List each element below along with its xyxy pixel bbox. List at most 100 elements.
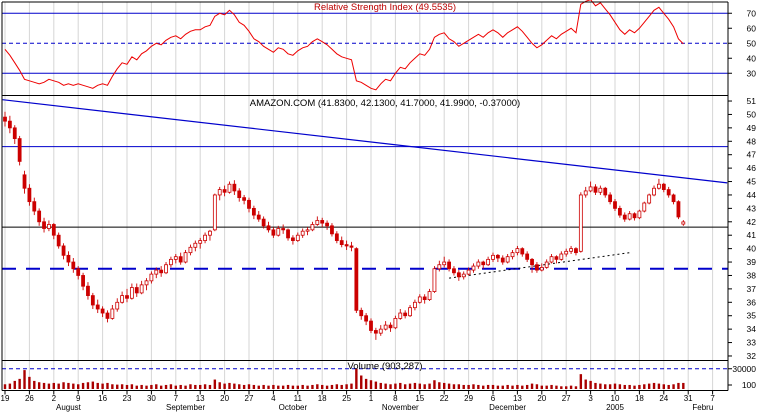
svg-text:10: 10 xyxy=(611,394,620,403)
candle xyxy=(300,228,305,238)
candle xyxy=(227,181,232,194)
svg-text:18: 18 xyxy=(318,394,327,403)
svg-text:34: 34 xyxy=(747,324,757,334)
candle xyxy=(315,216,320,226)
candle xyxy=(261,216,266,229)
candle xyxy=(188,244,193,256)
candle xyxy=(471,263,476,273)
volume-bars xyxy=(3,368,685,389)
candle xyxy=(369,318,373,334)
svg-text:9: 9 xyxy=(76,394,81,403)
svg-text:30000: 30000 xyxy=(732,364,756,374)
candle xyxy=(569,245,573,254)
candle xyxy=(139,280,144,295)
svg-text:44: 44 xyxy=(747,190,757,200)
candle xyxy=(486,256,491,267)
vertical-gridlines xyxy=(4,2,714,390)
candle xyxy=(344,240,349,250)
candle xyxy=(144,278,149,291)
svg-text:November: November xyxy=(382,403,419,412)
svg-text:22: 22 xyxy=(440,394,449,403)
candle xyxy=(164,262,168,275)
candle xyxy=(51,223,56,240)
svg-text:49: 49 xyxy=(747,123,757,133)
candle xyxy=(339,236,344,248)
candle xyxy=(652,185,656,197)
candle xyxy=(495,253,500,263)
candle xyxy=(203,232,207,244)
svg-text:50: 50 xyxy=(747,109,757,119)
candle xyxy=(17,135,22,166)
svg-text:18: 18 xyxy=(635,394,644,403)
svg-text:26: 26 xyxy=(25,394,34,403)
candle xyxy=(642,201,647,213)
candle xyxy=(617,205,622,218)
candle xyxy=(349,241,354,252)
svg-text:August: August xyxy=(56,403,82,412)
svg-text:60: 60 xyxy=(747,23,757,33)
candle xyxy=(183,249,188,264)
panel-borders xyxy=(1,1,729,391)
svg-text:16: 16 xyxy=(98,394,107,403)
candle xyxy=(422,294,427,304)
candle xyxy=(42,217,46,233)
svg-text:40: 40 xyxy=(747,244,757,254)
candle xyxy=(574,247,578,256)
svg-text:11: 11 xyxy=(294,394,303,403)
candle xyxy=(661,182,666,193)
candle xyxy=(71,258,76,273)
candle xyxy=(86,282,90,300)
svg-text:December: December xyxy=(489,403,526,412)
candle xyxy=(364,313,369,326)
price-trendlines xyxy=(2,99,728,279)
candle xyxy=(47,220,51,232)
candle xyxy=(222,185,227,197)
candle xyxy=(613,198,617,212)
candle xyxy=(310,221,315,232)
candle xyxy=(442,256,447,268)
svg-text:42: 42 xyxy=(747,217,757,227)
candle xyxy=(583,186,588,198)
svg-text:36: 36 xyxy=(747,297,757,307)
svg-text:39: 39 xyxy=(747,257,757,267)
candle xyxy=(256,211,261,222)
candle xyxy=(393,315,398,330)
svg-text:27: 27 xyxy=(245,394,254,403)
candle xyxy=(81,272,85,291)
candle xyxy=(134,283,139,297)
candle xyxy=(481,260,486,269)
candle xyxy=(115,298,120,312)
candle xyxy=(90,292,95,310)
candle xyxy=(530,258,534,273)
candle xyxy=(3,111,7,127)
svg-text:50: 50 xyxy=(747,38,757,48)
candle xyxy=(217,186,222,201)
candle xyxy=(242,194,247,205)
svg-text:35: 35 xyxy=(747,311,757,321)
candle xyxy=(27,184,32,206)
svg-text:7: 7 xyxy=(710,394,715,403)
candle xyxy=(359,307,364,320)
candle xyxy=(286,228,290,241)
svg-text:33: 33 xyxy=(747,338,757,348)
candle xyxy=(193,240,198,252)
candle xyxy=(578,192,583,253)
x-axis-labels: 19 26 2 9 16 23 30 7 13 20 27 4 11 18 25 1 8 15 22 29 6 13 20 2… xyxy=(1,390,715,412)
candle xyxy=(437,260,442,272)
candle xyxy=(456,270,461,281)
svg-text:32: 32 xyxy=(747,351,757,361)
candle xyxy=(325,220,329,230)
rsi-panel-title: Relative Strength Index (49.5535) xyxy=(313,2,457,13)
candle xyxy=(535,262,539,273)
candle xyxy=(466,267,471,276)
candle xyxy=(281,224,286,234)
candle xyxy=(398,309,403,320)
candle xyxy=(237,188,242,202)
svg-text:8: 8 xyxy=(393,394,398,403)
candle xyxy=(671,193,676,205)
candle xyxy=(608,192,613,205)
candle xyxy=(637,209,642,220)
candle xyxy=(505,253,510,264)
candle xyxy=(403,310,408,319)
